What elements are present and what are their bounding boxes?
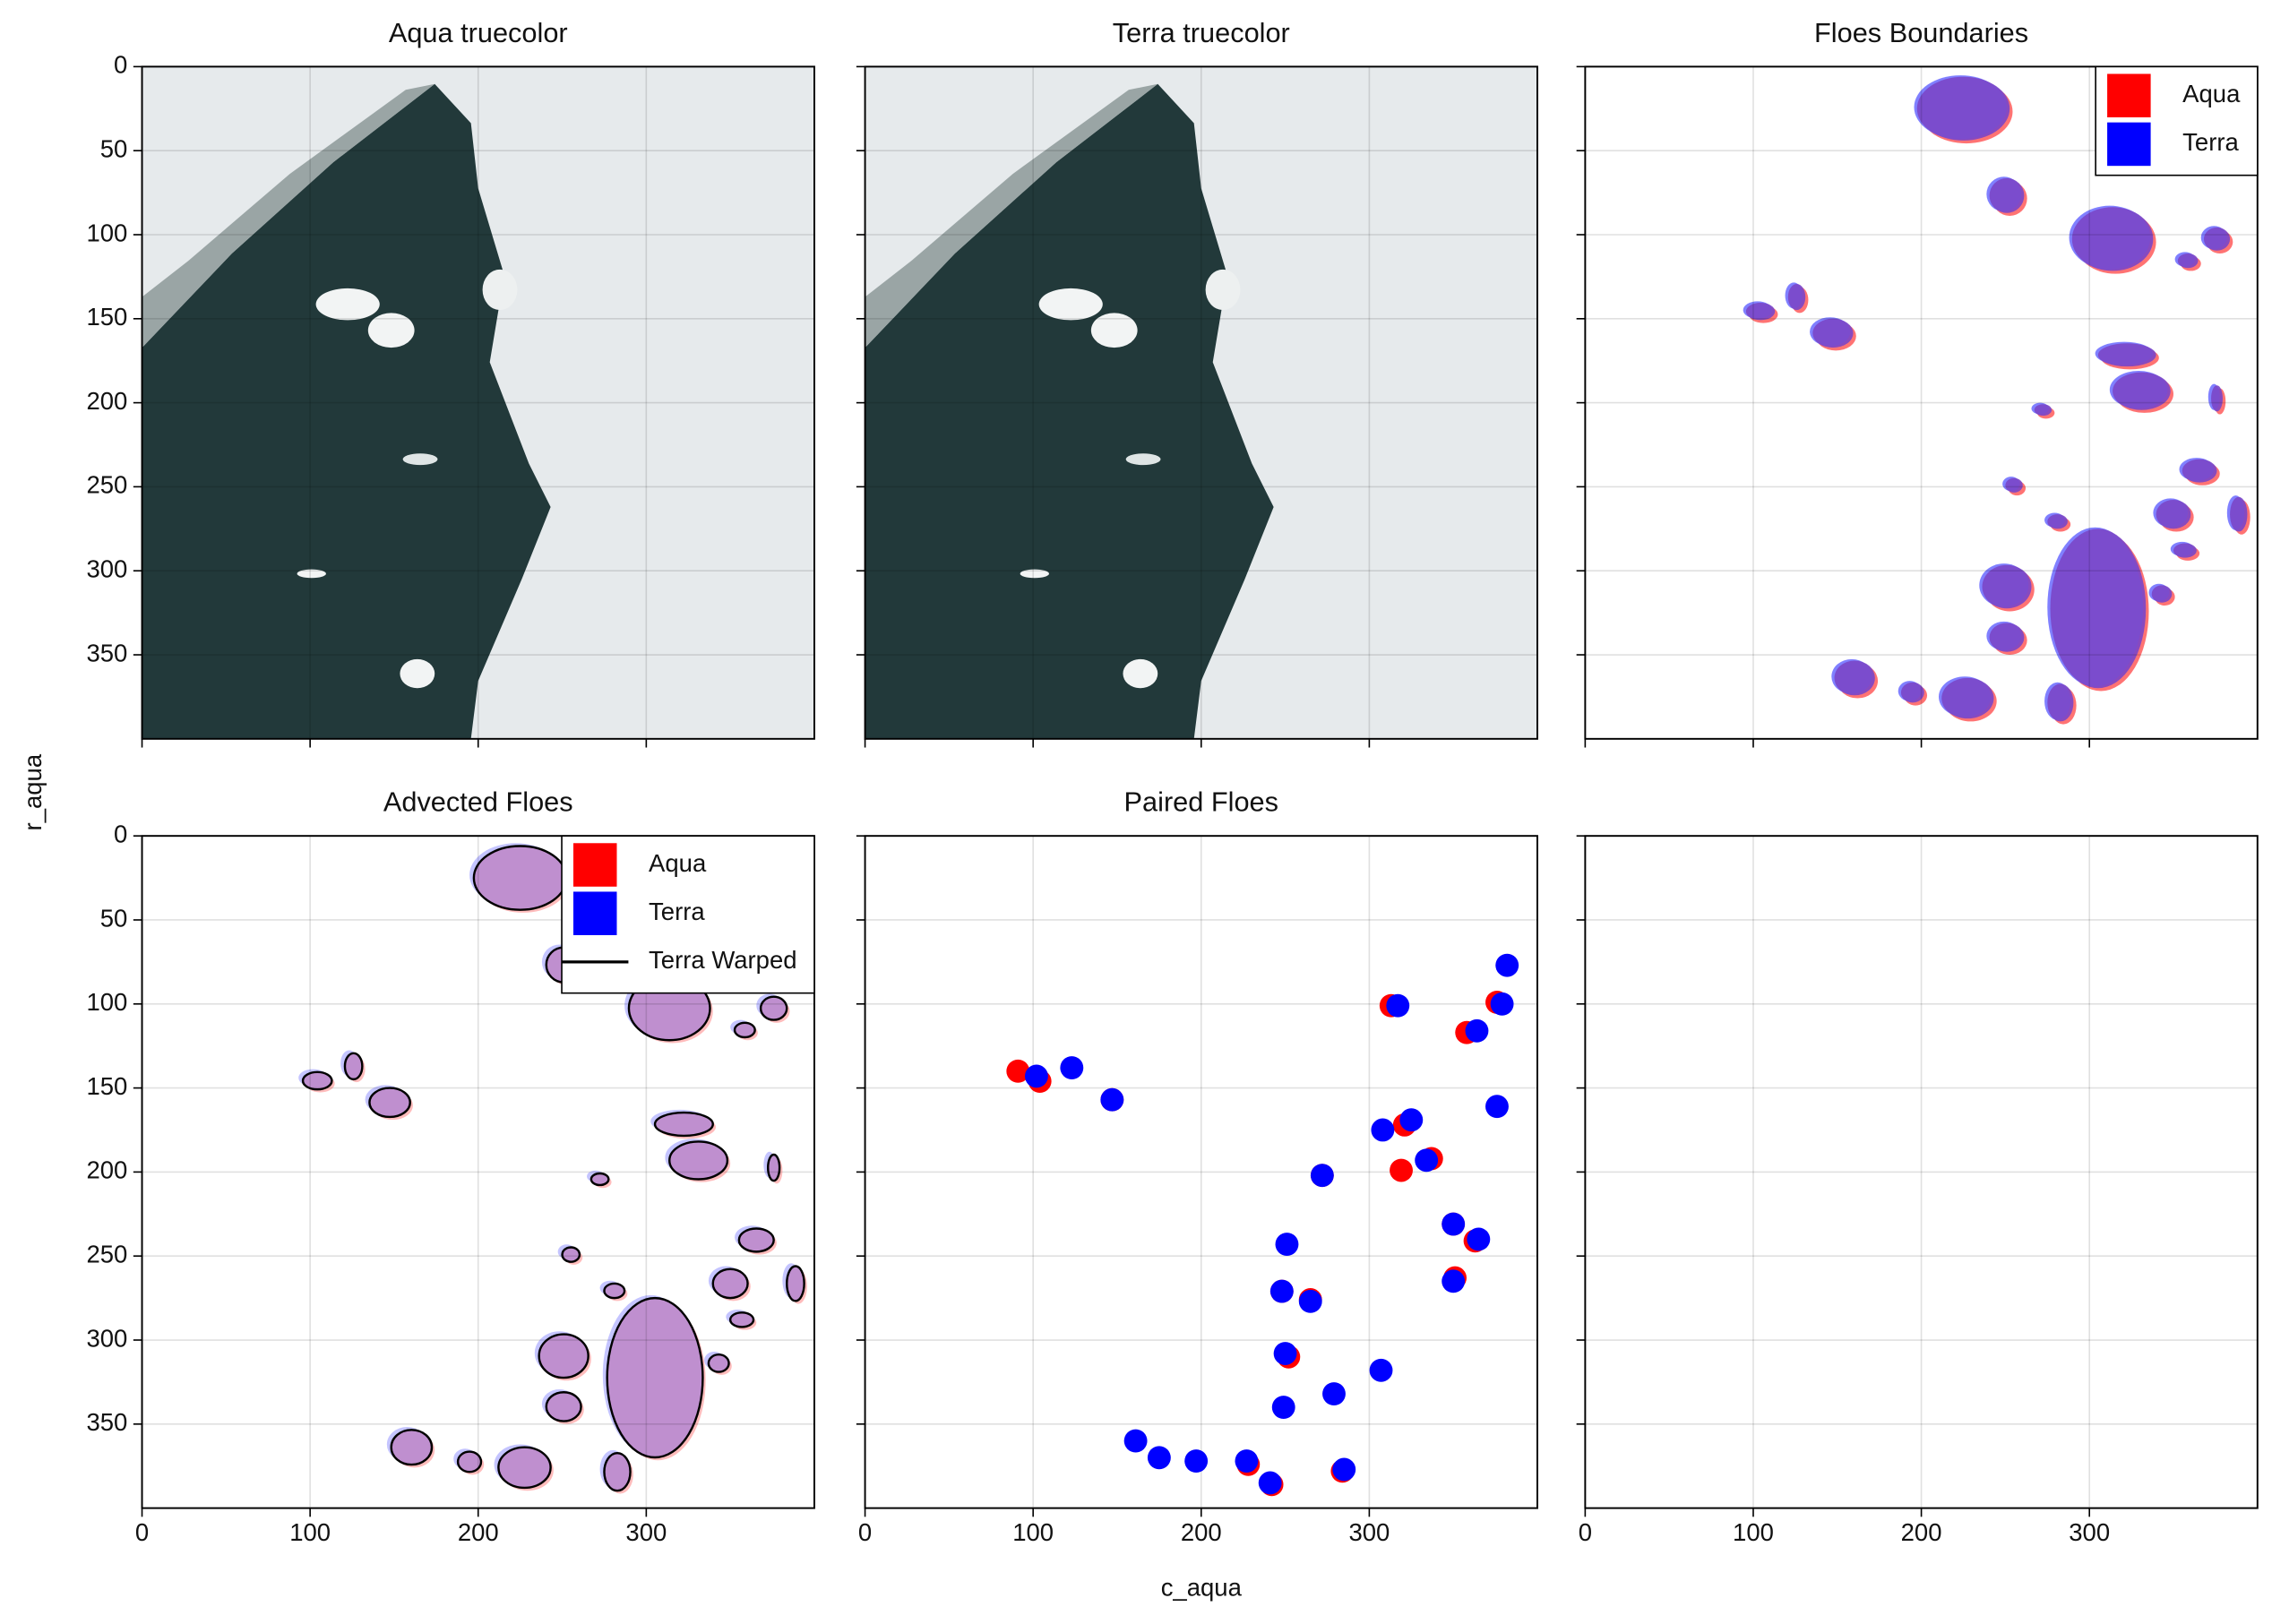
point <box>1060 1056 1084 1080</box>
legend-swatch <box>572 891 617 935</box>
point <box>1271 1396 1295 1419</box>
x-tick-label: 0 <box>135 1518 149 1546</box>
panel: 0 100 200 300 <box>1576 835 2259 1546</box>
point <box>1490 992 1514 1016</box>
legend-swatch <box>572 843 617 887</box>
point <box>1275 1233 1299 1257</box>
x-tick-label: 0 <box>1579 1518 1592 1546</box>
x-tick-label: 300 <box>2069 1518 2110 1546</box>
point <box>1310 1164 1334 1188</box>
legend-label: Terra <box>2182 128 2239 156</box>
point <box>1269 1279 1294 1303</box>
point <box>1184 1449 1209 1474</box>
point <box>1399 1108 1424 1132</box>
x-tick-label: 300 <box>625 1518 667 1546</box>
y-tick-label: 50 <box>100 904 128 932</box>
panel-title: Paired Floes <box>1124 786 1278 818</box>
y-tick-label: 0 <box>114 820 127 847</box>
x-tick-label: 200 <box>1181 1518 1222 1546</box>
y-tick-label: 100 <box>86 219 127 246</box>
x-tick-label: 100 <box>1733 1518 1774 1546</box>
y-tick-label: 50 <box>100 134 128 162</box>
x-tick-label: 300 <box>1348 1518 1390 1546</box>
panel: 0 50 100 150 200 250 300 350 Aqua truecolor <box>86 17 815 748</box>
point <box>1442 1269 1466 1293</box>
legend-label: Aqua <box>2182 80 2241 107</box>
panel: 0 100 200 300 0 50 100 150 200 250 300 350 Advected … <box>19 753 815 1546</box>
x-tick-label: 100 <box>289 1518 331 1546</box>
point <box>1390 1158 1413 1182</box>
panel-title: Terra truecolor <box>1113 17 1290 48</box>
point <box>1123 1429 1148 1453</box>
point <box>1100 1087 1124 1112</box>
panel: 0 100 200 300 Paired Floes c_aqua <box>856 786 1538 1601</box>
point <box>1298 1289 1322 1313</box>
y-tick-label: 250 <box>86 1240 127 1267</box>
point <box>1147 1446 1171 1470</box>
panel-title: Advected Floes <box>383 786 573 818</box>
x-tick-label: 200 <box>1901 1518 1942 1546</box>
y-tick-label: 300 <box>86 554 127 582</box>
y-tick-label: 0 <box>114 51 127 79</box>
point <box>1386 993 1410 1018</box>
panel-title: Floes Boundaries <box>1814 17 2028 48</box>
y-tick-label: 350 <box>86 639 127 666</box>
axes-frame <box>141 65 815 740</box>
point <box>1467 1227 1491 1251</box>
point <box>1024 1064 1048 1088</box>
y-tick-label: 200 <box>86 1156 127 1184</box>
point <box>1006 1059 1030 1083</box>
point <box>1485 1095 1509 1119</box>
legend-swatch <box>2107 73 2151 118</box>
point <box>1273 1342 1297 1365</box>
y-tick-label: 100 <box>86 988 127 1016</box>
y-tick-label: 300 <box>86 1324 127 1352</box>
axes-frame <box>1584 835 2259 1509</box>
axes-frame <box>141 835 815 1509</box>
axes-frame <box>1584 65 2259 740</box>
y-tick-label: 250 <box>86 471 127 499</box>
point <box>1495 953 1519 977</box>
axes-frame <box>864 65 1538 740</box>
panel-title: Aqua truecolor <box>389 17 568 48</box>
panel: Terra truecolor <box>856 17 1538 748</box>
y-tick-label: 350 <box>86 1408 127 1436</box>
point <box>1322 1382 1346 1405</box>
y-tick-label: 200 <box>86 387 127 415</box>
x-tick-label: 200 <box>458 1518 499 1546</box>
x-tick-label: 100 <box>1012 1518 1054 1546</box>
y-tick-label: 150 <box>86 1072 127 1100</box>
legend-label: Aqua <box>649 849 707 877</box>
legend-swatch <box>2107 122 2151 167</box>
point <box>1371 1118 1395 1142</box>
y-tick-label: 150 <box>86 303 127 331</box>
point <box>1465 1018 1489 1043</box>
point <box>1442 1212 1466 1236</box>
y-axis-label: r_aqua <box>19 753 47 830</box>
x-tick-label: 0 <box>858 1518 872 1546</box>
x-axis-label: c_aqua <box>1161 1573 1243 1601</box>
panel: Floes Boundaries Aqua Terra <box>1576 17 2259 748</box>
legend: Aqua Terra <box>2095 65 2259 176</box>
point <box>1369 1358 1393 1382</box>
legend: Aqua Terra Terra Warped <box>561 835 815 994</box>
axes-frame <box>864 835 1538 1509</box>
point <box>1235 1449 1259 1474</box>
legend-label: Terra Warped <box>649 946 796 974</box>
point <box>1415 1148 1439 1173</box>
point <box>1258 1471 1282 1495</box>
point <box>1332 1457 1356 1482</box>
legend-label: Terra <box>649 898 705 925</box>
